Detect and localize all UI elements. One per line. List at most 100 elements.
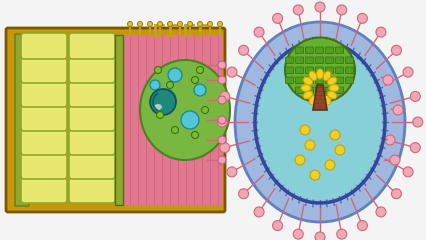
Circle shape: [178, 22, 182, 26]
Circle shape: [201, 107, 208, 114]
Ellipse shape: [194, 84, 206, 96]
Circle shape: [155, 66, 161, 73]
FancyBboxPatch shape: [325, 87, 334, 94]
Circle shape: [305, 140, 315, 150]
Circle shape: [337, 5, 347, 15]
Circle shape: [295, 155, 305, 165]
Ellipse shape: [303, 91, 313, 99]
FancyBboxPatch shape: [69, 153, 115, 179]
Circle shape: [227, 167, 237, 177]
FancyBboxPatch shape: [285, 57, 294, 64]
FancyBboxPatch shape: [325, 77, 334, 84]
Circle shape: [218, 156, 226, 164]
FancyBboxPatch shape: [316, 87, 323, 94]
Circle shape: [239, 45, 249, 55]
Ellipse shape: [328, 91, 337, 99]
Circle shape: [315, 2, 325, 12]
Circle shape: [192, 132, 199, 138]
FancyBboxPatch shape: [21, 105, 67, 131]
Ellipse shape: [323, 71, 331, 81]
FancyBboxPatch shape: [21, 81, 67, 107]
Circle shape: [254, 27, 264, 37]
Circle shape: [273, 221, 282, 231]
FancyBboxPatch shape: [69, 33, 115, 59]
FancyBboxPatch shape: [69, 105, 115, 131]
Circle shape: [357, 221, 367, 231]
Circle shape: [158, 22, 162, 26]
Circle shape: [383, 75, 393, 85]
Circle shape: [187, 22, 193, 26]
Circle shape: [315, 232, 325, 240]
FancyBboxPatch shape: [296, 77, 303, 84]
Ellipse shape: [309, 96, 317, 105]
FancyBboxPatch shape: [345, 77, 354, 84]
Ellipse shape: [303, 77, 313, 85]
Circle shape: [239, 189, 249, 199]
Circle shape: [376, 27, 386, 37]
FancyBboxPatch shape: [115, 35, 123, 205]
Circle shape: [192, 77, 199, 84]
Circle shape: [410, 91, 420, 102]
Circle shape: [390, 155, 400, 165]
Ellipse shape: [154, 104, 162, 110]
Circle shape: [254, 207, 264, 217]
FancyBboxPatch shape: [305, 77, 314, 84]
Circle shape: [218, 61, 226, 69]
FancyBboxPatch shape: [296, 87, 303, 94]
FancyBboxPatch shape: [69, 129, 115, 155]
Circle shape: [220, 91, 230, 102]
Circle shape: [127, 22, 132, 26]
Circle shape: [325, 160, 335, 170]
FancyBboxPatch shape: [296, 67, 303, 73]
Circle shape: [337, 229, 347, 239]
Circle shape: [218, 136, 226, 144]
FancyBboxPatch shape: [305, 67, 314, 73]
Ellipse shape: [329, 84, 339, 91]
Circle shape: [147, 22, 153, 26]
FancyBboxPatch shape: [336, 67, 343, 73]
Ellipse shape: [285, 37, 355, 102]
FancyBboxPatch shape: [21, 129, 67, 155]
Circle shape: [310, 170, 320, 180]
FancyBboxPatch shape: [15, 34, 29, 206]
FancyBboxPatch shape: [296, 47, 303, 54]
Circle shape: [218, 76, 226, 84]
FancyBboxPatch shape: [21, 57, 67, 83]
FancyBboxPatch shape: [69, 57, 115, 83]
Circle shape: [413, 117, 423, 127]
Circle shape: [196, 66, 204, 73]
Circle shape: [156, 112, 164, 119]
FancyBboxPatch shape: [316, 77, 323, 84]
FancyBboxPatch shape: [305, 57, 314, 64]
Circle shape: [403, 67, 413, 77]
Circle shape: [391, 189, 401, 199]
Ellipse shape: [317, 69, 323, 79]
FancyBboxPatch shape: [316, 47, 323, 54]
Ellipse shape: [323, 96, 331, 105]
Circle shape: [167, 82, 173, 89]
Circle shape: [220, 143, 230, 153]
FancyBboxPatch shape: [305, 87, 314, 94]
Circle shape: [403, 167, 413, 177]
FancyBboxPatch shape: [336, 77, 343, 84]
Ellipse shape: [150, 89, 176, 115]
Circle shape: [217, 117, 227, 127]
Ellipse shape: [150, 80, 160, 90]
Circle shape: [138, 22, 143, 26]
FancyBboxPatch shape: [325, 47, 334, 54]
FancyBboxPatch shape: [325, 67, 334, 73]
Circle shape: [300, 125, 310, 135]
FancyBboxPatch shape: [285, 77, 294, 84]
Circle shape: [376, 207, 386, 217]
Ellipse shape: [154, 89, 176, 111]
FancyBboxPatch shape: [69, 177, 115, 203]
Ellipse shape: [328, 77, 337, 85]
Ellipse shape: [301, 84, 311, 91]
Ellipse shape: [309, 71, 317, 81]
Ellipse shape: [181, 111, 199, 129]
FancyBboxPatch shape: [305, 47, 314, 54]
Circle shape: [198, 22, 202, 26]
Ellipse shape: [317, 97, 323, 107]
FancyBboxPatch shape: [6, 28, 225, 212]
FancyBboxPatch shape: [325, 57, 334, 64]
